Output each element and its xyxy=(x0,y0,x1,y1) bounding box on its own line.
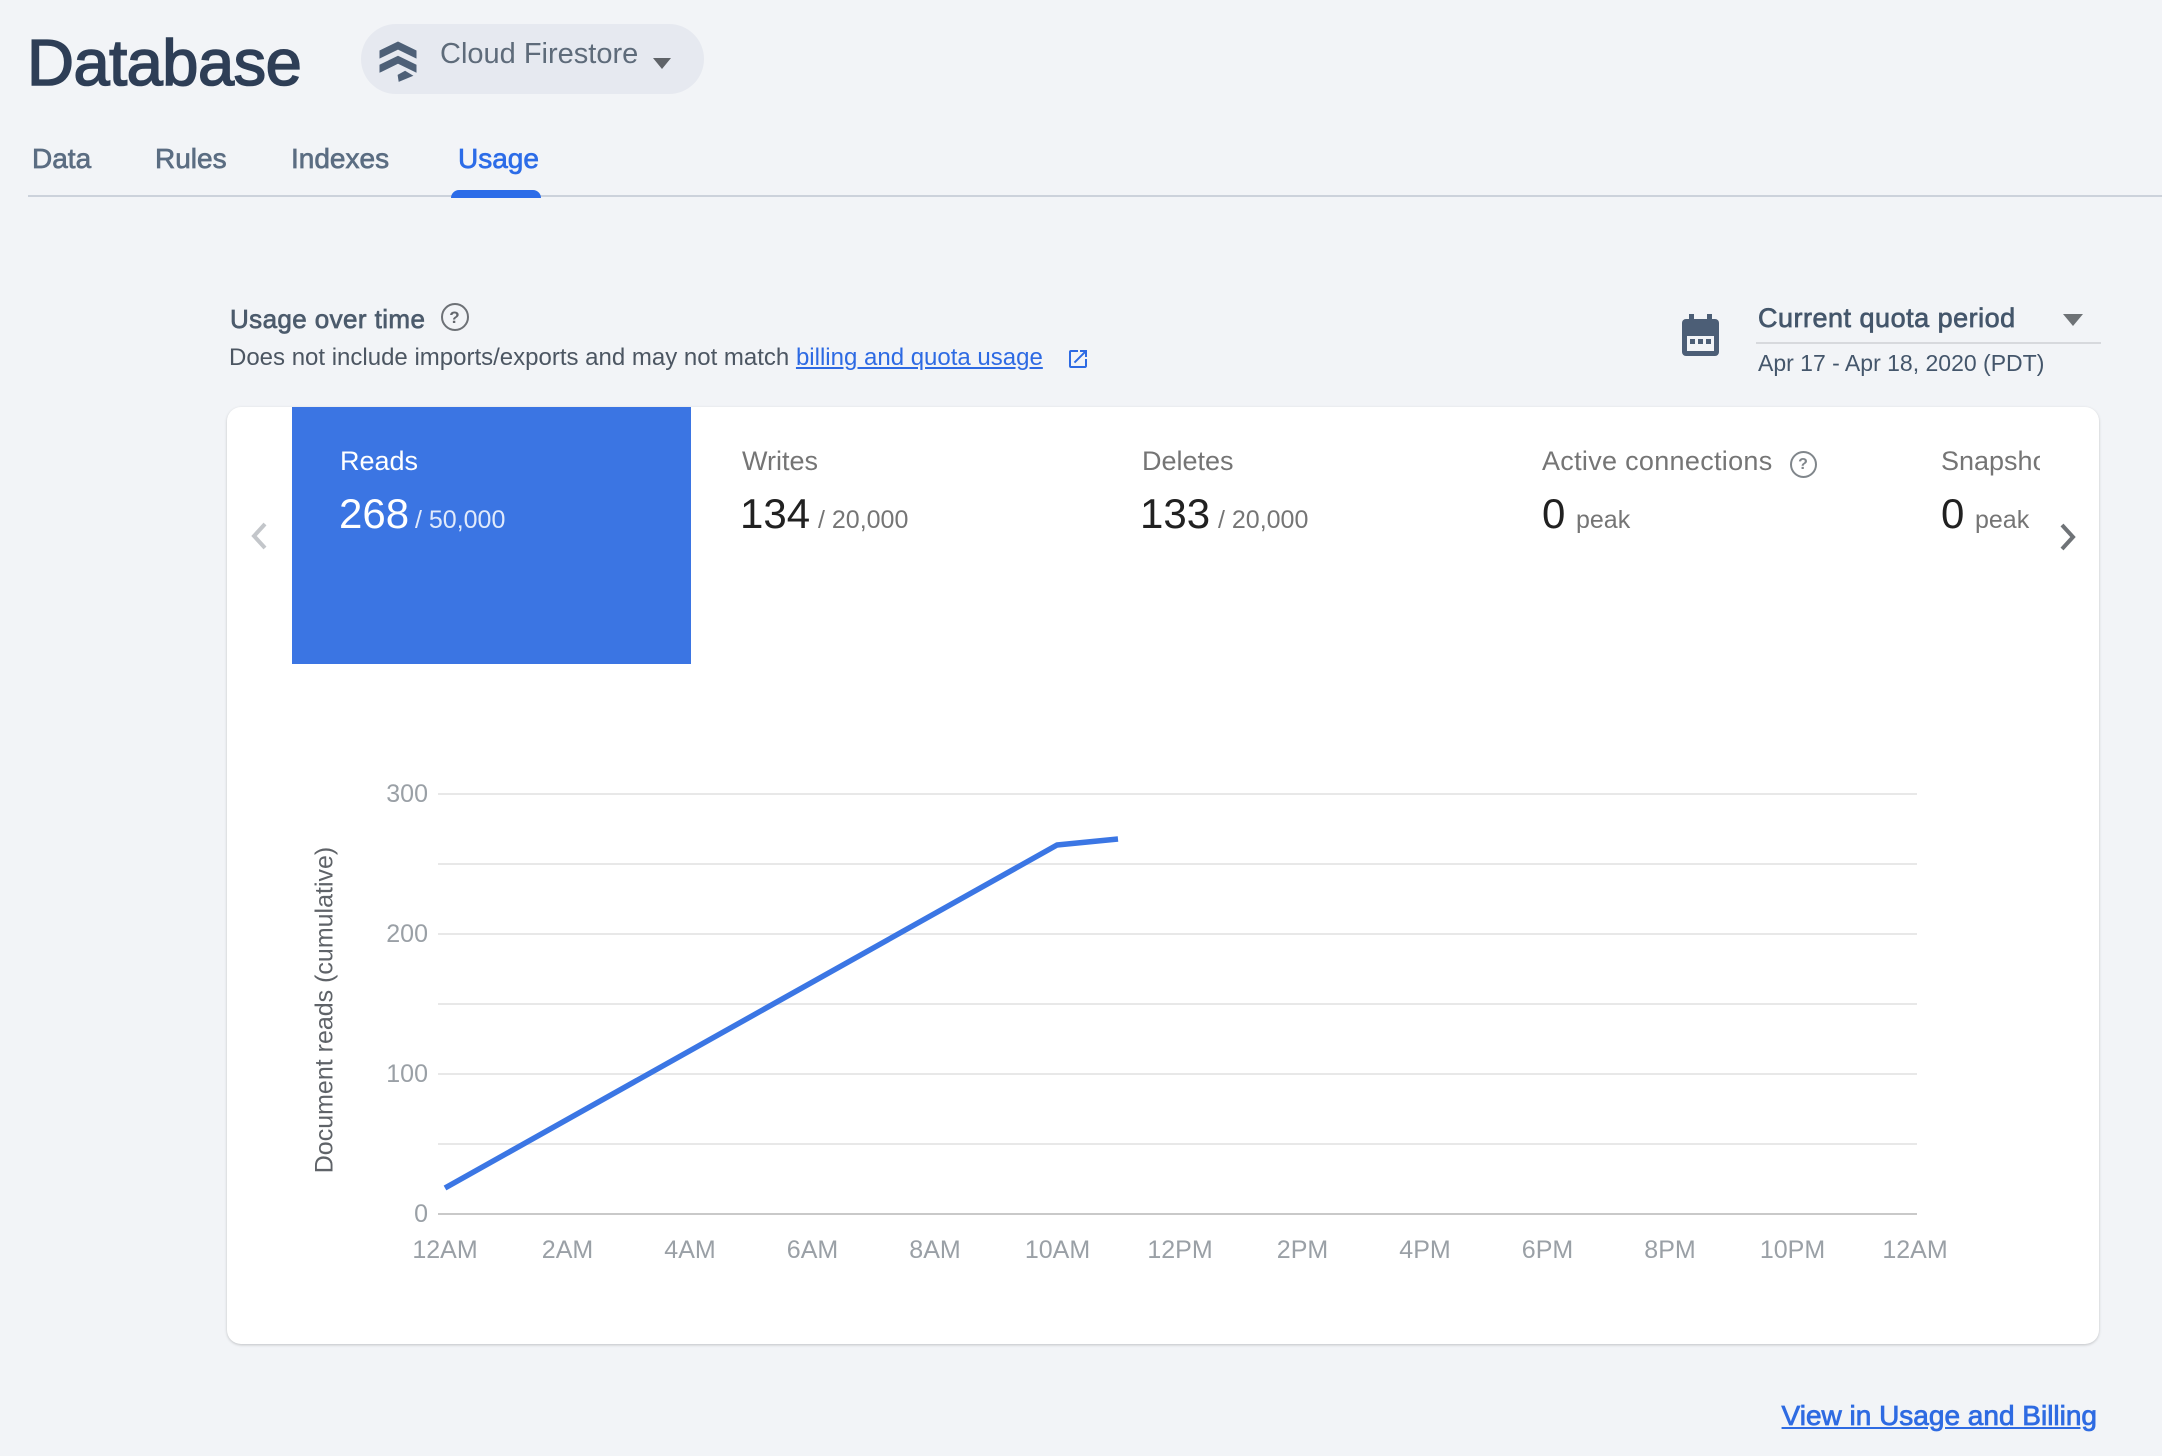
svg-text:4AM: 4AM xyxy=(664,1236,715,1264)
svg-text:100: 100 xyxy=(386,1060,428,1088)
svg-text:6PM: 6PM xyxy=(1522,1236,1573,1264)
svg-text:4PM: 4PM xyxy=(1399,1236,1450,1264)
svg-text:8PM: 8PM xyxy=(1644,1236,1695,1264)
svg-text:12AM: 12AM xyxy=(1882,1236,1947,1264)
svg-text:2AM: 2AM xyxy=(542,1236,593,1264)
svg-text:6AM: 6AM xyxy=(787,1236,838,1264)
svg-text:12AM: 12AM xyxy=(412,1236,477,1264)
svg-text:10PM: 10PM xyxy=(1760,1236,1825,1264)
svg-text:2PM: 2PM xyxy=(1277,1236,1328,1264)
svg-text:10AM: 10AM xyxy=(1025,1236,1090,1264)
svg-text:200: 200 xyxy=(386,920,428,948)
svg-text:Document reads (cumulative): Document reads (cumulative) xyxy=(311,847,339,1174)
svg-text:8AM: 8AM xyxy=(909,1236,960,1264)
svg-text:300: 300 xyxy=(386,780,428,808)
svg-text:12PM: 12PM xyxy=(1147,1236,1212,1264)
svg-text:0: 0 xyxy=(414,1200,428,1228)
